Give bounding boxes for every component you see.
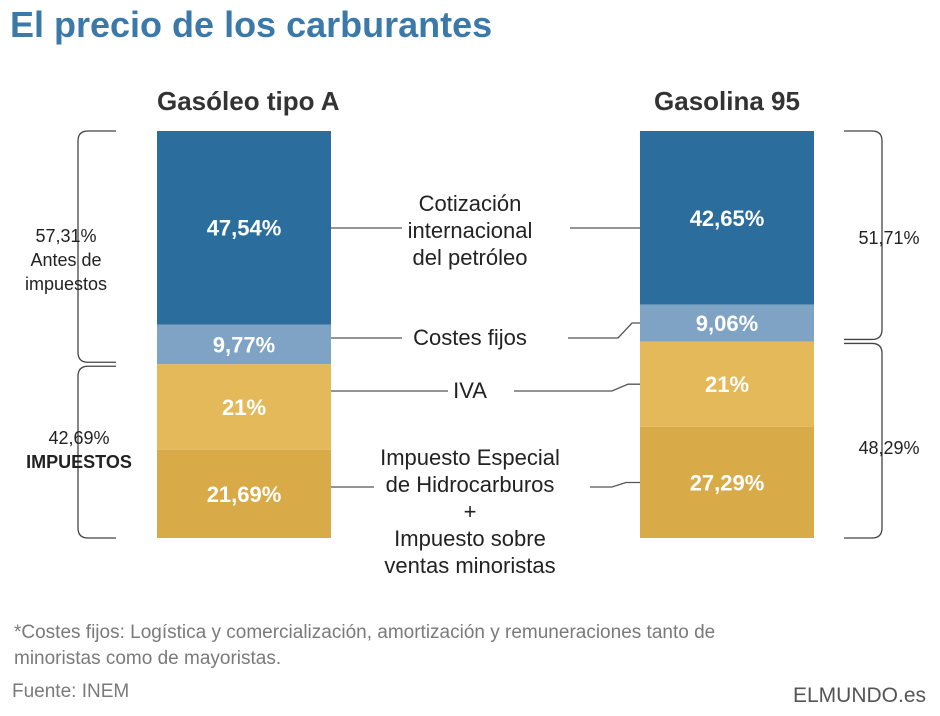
footnote-line1: *Costes fijos: Logística y comercializac… xyxy=(14,622,716,643)
mid-label-impuesto-line5: ventas minoristas xyxy=(384,553,556,578)
mid-label-cotizacion-line1: Cotización xyxy=(418,191,522,216)
mid-label-impuesto: Impuesto Especial de Hidrocarburos + Imp… xyxy=(352,444,588,579)
column-title-gasoleo: Gasóleo tipo A xyxy=(157,86,340,116)
bar-gasolina-costes-fijos xyxy=(640,304,814,342)
left-impuestos-group-label: 42,69% IMPUESTOS xyxy=(4,426,154,474)
bar-label-gasoleo-costes-fijos: 9,77% xyxy=(213,332,275,357)
left-impuestos-text: IMPUESTOS xyxy=(26,452,132,472)
column-title-gasolina: Gasolina 95 xyxy=(654,86,800,116)
right-impuestos-percent: 48,29% xyxy=(858,438,920,458)
bar-label-gasolina-cotizacion: 42,65% xyxy=(690,206,765,231)
source-credit: Fuente: INEM xyxy=(12,681,130,702)
bar-label-gasolina-impuesto-especial: 27,29% xyxy=(690,470,765,495)
left-impuestos-percent: 42,69% xyxy=(48,428,110,448)
mid-label-cotizacion: Cotización internacional del petróleo xyxy=(372,190,568,271)
mid-label-iva: IVA xyxy=(453,378,487,403)
left-antes-text2: impuestos xyxy=(24,274,108,294)
bar-gasolina-iva xyxy=(640,341,814,427)
bar-gasolina-impuesto-especial xyxy=(640,426,814,538)
mid-label-impuesto-line1: Impuesto Especial xyxy=(380,445,560,470)
bar-label-gasolina-iva: 21% xyxy=(705,372,749,397)
bar-label-gasolina-costes-fijos: 9,06% xyxy=(696,311,758,336)
right-antes-percent: 51,71% xyxy=(858,228,920,248)
bar-label-gasoleo-impuesto-especial: 21,69% xyxy=(207,482,282,507)
footnote-line2: minoristas como de mayoristas. xyxy=(14,648,282,669)
footnote: *Costes fijos: Logística y comercializac… xyxy=(14,620,715,672)
mid-label-costes: Costes fijos xyxy=(413,325,527,350)
leader-right-impuesto xyxy=(590,481,640,488)
left-antes-group-label: 57,31% Antes de impuestos xyxy=(4,224,128,296)
mid-label-impuesto-line4: Impuesto sobre xyxy=(394,526,546,551)
bracket-right-impuestos xyxy=(844,342,883,539)
mid-label-cotizacion-line2: internacional xyxy=(407,218,533,243)
bar-gasoleo-cotizacion xyxy=(157,131,331,325)
bar-gasoleo-iva xyxy=(157,364,331,450)
bracket-right-antes xyxy=(844,130,883,341)
leader-right-iva xyxy=(514,383,640,392)
brand-logo-text: ELMUNDO.es xyxy=(792,684,926,707)
mid-label-cotizacion-line3: del petróleo xyxy=(412,245,528,270)
bar-label-gasoleo-iva: 21% xyxy=(222,395,266,420)
leader-right-costes xyxy=(568,322,640,339)
left-antes-text1: Antes de xyxy=(30,250,102,270)
mid-label-impuesto-line2: de Hidrocarburos xyxy=(385,472,555,497)
chart-title: El precio de los carburantes xyxy=(10,4,493,45)
bar-label-gasoleo-cotizacion: 47,54% xyxy=(207,216,282,241)
bar-gasoleo-impuesto-especial xyxy=(157,449,331,538)
bar-gasoleo-costes-fijos xyxy=(157,324,331,365)
bracket-left-impuestos xyxy=(77,365,116,539)
mid-label-impuesto-line3: + xyxy=(463,499,477,524)
bracket-left-antes xyxy=(77,130,116,363)
bar-gasolina-cotizacion xyxy=(640,131,814,305)
left-antes-percent: 57,31% xyxy=(35,226,97,246)
